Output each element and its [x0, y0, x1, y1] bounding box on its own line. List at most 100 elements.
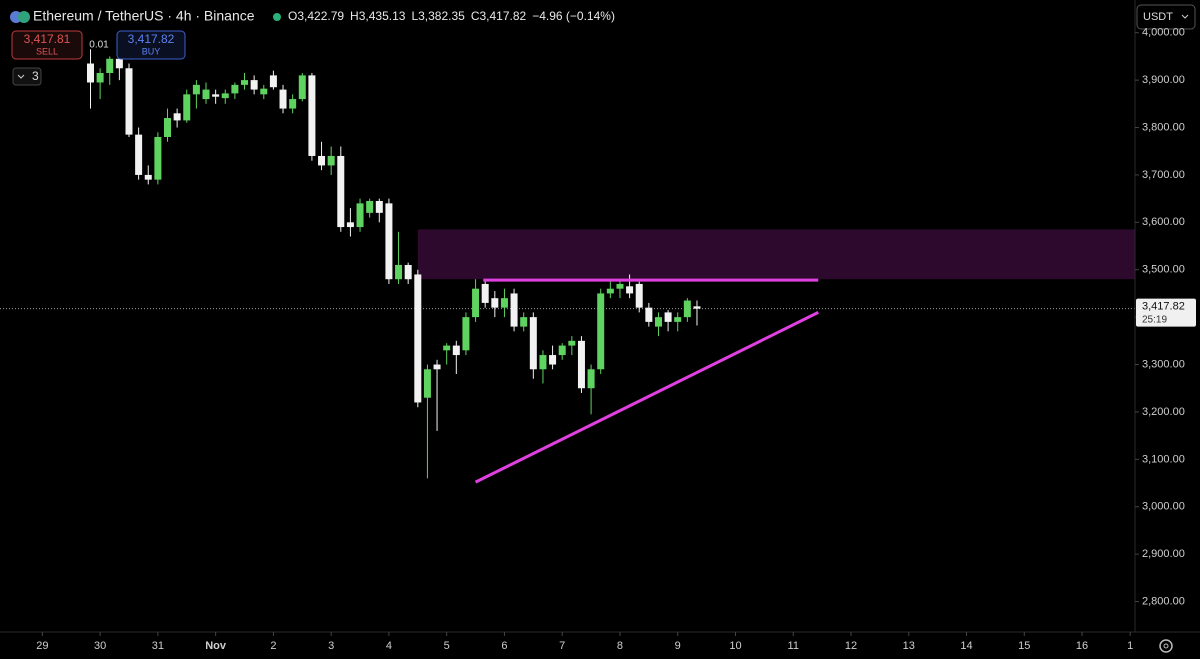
- candle-body: [202, 89, 210, 100]
- candle-body: [539, 355, 547, 370]
- candle-body: [597, 293, 605, 370]
- candle-body: [327, 155, 335, 166]
- y-tick-label: 3,800.00: [1142, 121, 1185, 133]
- buy-label[interactable]: BUY: [142, 46, 161, 56]
- x-tick-label: 1: [1127, 640, 1133, 652]
- candle-body: [683, 300, 691, 318]
- ohlc-value: −4.96 (−0.14%): [532, 9, 615, 23]
- x-tick-label: 8: [617, 640, 623, 652]
- x-tick-label: 15: [1018, 640, 1030, 652]
- x-tick-label: 31: [152, 640, 164, 652]
- ohlc-value: L3,382.35: [411, 9, 465, 23]
- buy-button[interactable]: 3,417.82 BUY: [116, 30, 186, 60]
- candle-body: [423, 369, 431, 398]
- x-tick-label: Nov: [205, 640, 227, 652]
- candle-body: [337, 155, 345, 228]
- candle-body: [491, 298, 499, 308]
- ohlc: O3,422.79 H3,435.13 L3,382.35 C3,417.82 −4.9…: [288, 9, 615, 23]
- candle-body: [366, 200, 374, 213]
- candle-body: [693, 306, 701, 309]
- candle-body: [231, 84, 239, 94]
- candle-body: [558, 345, 566, 356]
- symbol-icon: [18, 11, 30, 23]
- y-tick-label: 3,900.00: [1142, 74, 1185, 86]
- candle-body: [135, 134, 143, 175]
- last-price-box: [1136, 298, 1196, 327]
- candle-body: [452, 345, 460, 356]
- plot: [0, 49, 1135, 484]
- y-tick-label: 3,700.00: [1142, 169, 1185, 181]
- candle-body: [654, 317, 662, 327]
- candle-body: [587, 369, 595, 389]
- quantity: 0.01: [89, 40, 109, 51]
- trend-line: [474, 311, 819, 484]
- candle-body: [481, 283, 489, 303]
- candle-body: [125, 68, 133, 135]
- x-tick-label: 16: [1076, 640, 1088, 652]
- buy-price[interactable]: 3,417.82: [128, 32, 175, 46]
- candle-body: [212, 94, 220, 97]
- candle-body: [443, 345, 451, 351]
- sell-box[interactable]: [11, 30, 83, 60]
- x-tick-label: 2: [270, 640, 276, 652]
- candle-body: [115, 58, 123, 69]
- candle-body: [520, 317, 528, 327]
- sell-button[interactable]: 3,417.81 SELL: [11, 30, 83, 60]
- ohlc-value: C3,417.82: [471, 9, 527, 23]
- y-tick-label: 2,800.00: [1142, 595, 1185, 607]
- candle-body: [404, 264, 412, 280]
- candle-body: [269, 75, 277, 88]
- candle-body: [635, 283, 643, 308]
- last-price-label: 3,417.82: [1142, 301, 1185, 313]
- sell-price[interactable]: 3,417.81: [24, 32, 71, 46]
- x-tick-label: 4: [386, 640, 392, 652]
- candle-body: [164, 118, 172, 137]
- candle-body: [346, 222, 354, 228]
- currency-select[interactable]: [1136, 4, 1196, 30]
- candle-body: [106, 58, 114, 74]
- x-tick-label: 14: [960, 640, 972, 652]
- candle-body: [433, 364, 441, 370]
- chevron: [17, 74, 25, 79]
- indicators-count[interactable]: 3: [32, 69, 39, 83]
- y-tick-label: 4,000.00: [1142, 27, 1185, 39]
- indicators-toggle[interactable]: [12, 67, 42, 86]
- candle-body: [462, 317, 470, 351]
- candle-body: [86, 63, 94, 83]
- x-tick-label: 29: [36, 640, 48, 652]
- y-tick-label: 3,200.00: [1142, 406, 1185, 418]
- candle-body: [549, 355, 557, 365]
- y-tick-label: 3,500.00: [1142, 264, 1185, 276]
- candle-body: [308, 75, 316, 156]
- candle-body: [279, 89, 287, 109]
- x-tick-label: 12: [845, 640, 857, 652]
- x-tick-label: 11: [788, 640, 799, 652]
- resistance-zone: [417, 229, 1135, 280]
- candle-body: [289, 99, 297, 109]
- candle-body: [298, 75, 306, 100]
- y-tick-label: 3,300.00: [1142, 358, 1185, 370]
- candle-body: [250, 80, 258, 90]
- x-tick-label: 6: [501, 640, 507, 652]
- countdown: 25:19: [1142, 314, 1167, 325]
- candle-body: [626, 286, 634, 294]
- candle-body: [356, 203, 364, 228]
- candle-body: [144, 174, 152, 180]
- settings-icon[interactable]: [1159, 639, 1173, 653]
- candle-body: [318, 155, 326, 166]
- candle-body: [645, 307, 653, 322]
- candle-body: [385, 203, 393, 280]
- y-tick-label: 3,600.00: [1142, 216, 1185, 228]
- candle-body: [395, 264, 403, 280]
- sell-label[interactable]: SELL: [36, 46, 58, 56]
- x-tick-label: 7: [559, 640, 565, 652]
- buy-box[interactable]: [116, 30, 186, 60]
- currency[interactable]: USDT: [1143, 11, 1173, 23]
- x-tick-label: 9: [675, 640, 681, 652]
- candle-body: [500, 298, 508, 308]
- settings-icon[interactable]: [1163, 643, 1169, 649]
- candle-body: [606, 288, 614, 294]
- candle-body: [568, 340, 576, 346]
